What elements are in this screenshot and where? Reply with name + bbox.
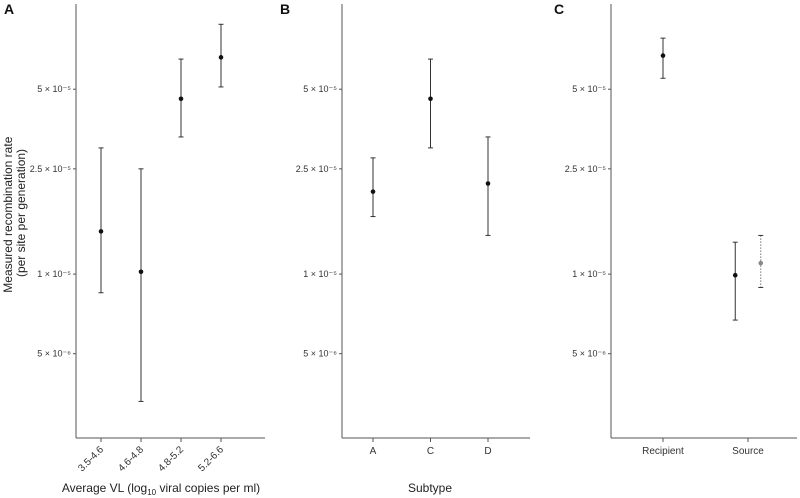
y-tick-label: 2.5 × 10⁻⁵ bbox=[296, 164, 338, 174]
x-tick-label: A bbox=[370, 446, 377, 457]
data-point bbox=[758, 260, 764, 266]
y-tick-label: 5 × 10⁻⁶ bbox=[572, 349, 606, 359]
y-axis-title: Measured recombination rate (per site pe… bbox=[1, 133, 28, 292]
x-tick-label: 5.2-6.6 bbox=[196, 444, 226, 474]
y-tick-label: 1 × 10⁻⁵ bbox=[37, 269, 71, 279]
x-axis-title-panel-b: Subtype bbox=[408, 481, 452, 495]
data-point bbox=[218, 55, 224, 60]
y-axis-title-line2: (per site per generation) bbox=[14, 149, 28, 277]
x-tick-label: Source bbox=[732, 446, 764, 457]
data-point bbox=[428, 96, 433, 102]
data-point bbox=[485, 181, 491, 186]
panel-c: C 5 × 10⁻⁶ 1 × 10⁻⁵ 2.5 × 10⁻⁵ 5 × 10⁻⁵ Recip… bbox=[554, 1, 797, 457]
y-tick-label: 5 × 10⁻⁶ bbox=[37, 349, 71, 359]
data-point bbox=[98, 229, 104, 234]
x-tick-label: 4.6-4.8 bbox=[116, 444, 146, 474]
y-tick-label: 5 × 10⁻⁶ bbox=[303, 349, 337, 359]
x-axis-title-a-post: viral copies per ml) bbox=[156, 481, 260, 495]
x-tick-label: C bbox=[427, 446, 434, 457]
panel-letter: B bbox=[280, 1, 290, 17]
data-point bbox=[178, 96, 184, 102]
data-point bbox=[138, 269, 144, 275]
y-tick-label: 2.5 × 10⁻⁵ bbox=[30, 164, 72, 174]
x-axis-title-panel-a: Average VL (log10 viral copies per ml) bbox=[62, 481, 260, 497]
y-tick-label: 5 × 10⁻⁵ bbox=[572, 84, 606, 94]
x-tick-label: 4.8-5.2 bbox=[156, 444, 186, 474]
x-tick-label: 3.5-4.6 bbox=[76, 444, 106, 474]
y-tick-label: 1 × 10⁻⁵ bbox=[303, 269, 337, 279]
panel-letter: C bbox=[554, 1, 564, 17]
data-point bbox=[370, 189, 376, 194]
x-axis-title-a-sub: 10 bbox=[147, 488, 156, 497]
panel-a: A 5 × 10⁻⁶ 1 × 10⁻⁵ 2.5 × 10⁻⁵ 5 × 10⁻⁵ 3.5-4… bbox=[4, 1, 265, 474]
y-tick-label: 5 × 10⁻⁵ bbox=[37, 84, 71, 94]
panel-letter: A bbox=[4, 1, 14, 17]
y-tick-label: 5 × 10⁻⁵ bbox=[303, 84, 337, 94]
data-point bbox=[660, 53, 666, 58]
y-tick-label: 1 × 10⁻⁵ bbox=[572, 269, 606, 279]
y-axis-title-line1: Measured recombination rate bbox=[1, 136, 15, 292]
y-tick-label: 2.5 × 10⁻⁵ bbox=[565, 164, 607, 174]
x-tick-label: Recipient bbox=[642, 446, 684, 457]
data-point bbox=[732, 272, 738, 278]
x-axis-title-a-pre: Average VL (log bbox=[62, 481, 147, 495]
x-tick-label: D bbox=[484, 446, 491, 457]
panel-b: B 5 × 10⁻⁶ 1 × 10⁻⁵ 2.5 × 10⁻⁵ 5 × 10⁻⁵ A C D bbox=[280, 1, 530, 457]
